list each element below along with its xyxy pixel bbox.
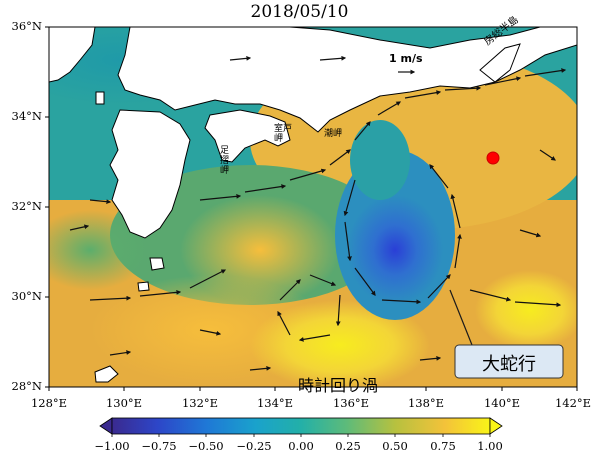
land-korea: [49, 27, 96, 83]
colorbar-tick: 0.25: [335, 439, 361, 453]
lon-label-140: 140°E: [483, 396, 521, 410]
lon-label-128: 128°E: [30, 396, 68, 410]
colorbar-tick: −0.50: [188, 439, 224, 453]
lat-label-34: 34°N: [11, 109, 42, 123]
lon-label-132: 132°E: [181, 396, 219, 410]
lon-label-134: 134°E: [256, 396, 294, 410]
colorbar-tick: −0.75: [141, 439, 177, 453]
label-cape-shiono: 潮岬: [324, 129, 343, 139]
scale-arrow-label: 1 m/s: [389, 52, 423, 65]
colorbar: [111, 417, 491, 435]
land-shikoku: [204, 109, 291, 163]
colorbar-tick: 1.00: [477, 439, 503, 453]
lon-label-138: 138°E: [407, 396, 445, 410]
land-honshu: [117, 27, 577, 133]
colorbar-high-extend: [489, 417, 503, 435]
lat-label-36: 36°N: [11, 19, 42, 33]
lon-label-142: 142°E: [554, 396, 592, 410]
colorbar-tick: 0.75: [430, 439, 456, 453]
label-cape-muroto: 室戸岬: [274, 124, 293, 144]
colorbar-tick: 0.00: [288, 439, 314, 453]
axis-ticks: [45, 26, 578, 391]
label-large-meander: 大蛇行: [482, 354, 536, 375]
lat-label-32: 32°N: [11, 199, 42, 213]
colorbar-tick: −0.25: [236, 439, 272, 453]
land-kyushu: [109, 109, 191, 239]
map-title: 2018/05/10: [250, 2, 349, 22]
observation-marker: [486, 151, 500, 165]
meander-callout-box: [454, 344, 564, 379]
current-vectors: [69, 55, 567, 371]
colorbar-tick: 0.50: [382, 439, 408, 453]
label-cape-ashizuri: 足摺岬: [220, 146, 230, 176]
lon-label-130: 130°E: [105, 396, 143, 410]
lat-label-28: 28°N: [11, 379, 42, 393]
lat-label-30: 30°N: [11, 289, 42, 303]
label-clockwise-eddy: 時計回り渦: [298, 376, 379, 395]
lon-label-136: 136°E: [332, 396, 370, 410]
colorbar-low-extend: [99, 417, 113, 435]
colorbar-tick: −1.00: [94, 439, 130, 453]
